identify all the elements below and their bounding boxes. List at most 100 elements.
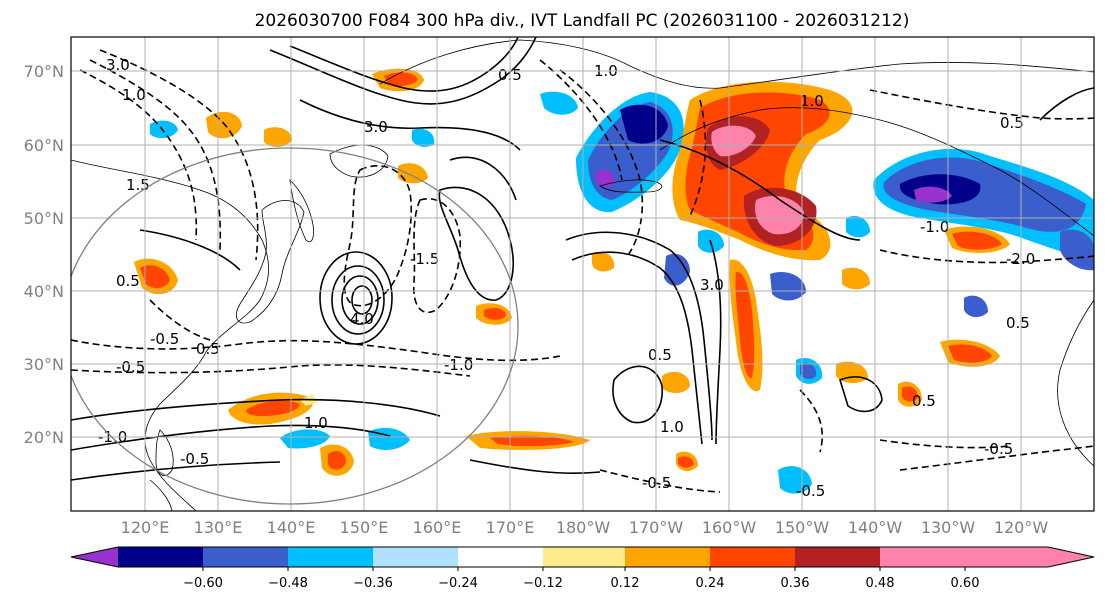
positive-contours xyxy=(71,37,1094,481)
contour-line xyxy=(799,389,823,453)
colorbar-segment xyxy=(373,547,458,567)
coastline xyxy=(379,39,1094,89)
lon-tick-label: 120°E xyxy=(121,518,170,537)
coastline xyxy=(236,200,305,324)
shaded-region xyxy=(800,362,817,380)
contour-label: 1.0 xyxy=(660,418,684,436)
shaded-field xyxy=(134,68,1094,494)
lat-tick-label: 60°N xyxy=(24,136,64,155)
shaded-region xyxy=(484,308,506,320)
contour-line xyxy=(1039,87,1094,121)
figure-title: 2026030700 F084 300 hPa div., IVT Landfa… xyxy=(255,11,910,31)
shaded-region xyxy=(206,111,242,139)
contour-line xyxy=(71,364,471,377)
coastline xyxy=(149,479,173,511)
contour-line xyxy=(351,285,373,315)
colorbar-segment xyxy=(118,547,203,567)
coastline xyxy=(155,429,174,476)
contour-label: -0.5 xyxy=(150,330,179,348)
contour-label: 3.0 xyxy=(106,56,130,74)
contour-label: 3.0 xyxy=(700,276,724,294)
shaded-region xyxy=(264,127,292,147)
shaded-region xyxy=(664,253,690,286)
contour-label: 0.5 xyxy=(648,346,672,364)
colorbar-tick-label: 0.48 xyxy=(866,576,895,591)
contour-label: 4.0 xyxy=(350,310,374,328)
contour-label: 1.0 xyxy=(122,86,146,104)
contour-label: -1.0 xyxy=(444,356,473,374)
colorbar-tick-label: 0.60 xyxy=(951,576,980,591)
lon-tick-label: 160°W xyxy=(702,518,757,537)
shaded-region xyxy=(592,251,615,272)
colorbar-extend-high xyxy=(965,547,1094,567)
contour-line xyxy=(449,156,517,201)
contour-line xyxy=(299,99,521,151)
contour-line xyxy=(879,249,1094,264)
shaded-region xyxy=(711,125,756,157)
shaded-region xyxy=(770,272,806,301)
coastline xyxy=(1057,299,1094,467)
shaded-region xyxy=(412,128,435,147)
shaded-region xyxy=(914,186,952,203)
shaded-region xyxy=(540,91,578,115)
contour-label: -0.5 xyxy=(642,474,671,492)
contour-line xyxy=(71,339,561,362)
latitude-labels: 70°N 60°N 50°N 40°N 30°N 20°N xyxy=(24,62,64,447)
lon-tick-label: 140°E xyxy=(267,518,316,537)
contour-label: 0.5 xyxy=(1000,114,1024,132)
contour-label: -1.5 xyxy=(410,250,439,268)
contour-line xyxy=(899,445,1094,471)
contour-line xyxy=(331,265,385,335)
coastlines xyxy=(71,39,1094,511)
colorbar-extend-low xyxy=(71,547,118,567)
shaded-region xyxy=(948,344,992,363)
colorbar-segment xyxy=(625,547,710,567)
contour-line xyxy=(71,398,441,421)
contour-line xyxy=(79,69,198,241)
lat-tick-label: 30°N xyxy=(24,355,64,374)
lon-tick-label: 170°E xyxy=(486,518,535,537)
shaded-region xyxy=(280,429,330,449)
coastline xyxy=(71,159,269,511)
lon-tick-label: 180°W xyxy=(556,518,611,537)
contour-line xyxy=(149,299,211,341)
contour-label: -0.5 xyxy=(116,358,145,376)
shaded-region xyxy=(140,265,170,289)
colorbar-tick-label: −0.48 xyxy=(268,576,308,591)
lon-tick-label: 150°E xyxy=(340,518,389,537)
colorbar-segment xyxy=(458,547,543,567)
colorbar-tick-label: 0.36 xyxy=(781,576,810,591)
contour-line xyxy=(469,459,601,475)
contour-line xyxy=(319,251,393,345)
lon-tick-label: 130°E xyxy=(194,518,243,537)
contour-line xyxy=(869,89,1094,120)
coastline xyxy=(599,179,663,193)
shaded-region xyxy=(490,435,574,447)
shaded-region xyxy=(398,163,428,184)
contour-line xyxy=(289,37,519,92)
lat-tick-label: 40°N xyxy=(24,282,64,301)
colorbar-tick-label: 0.12 xyxy=(611,576,640,591)
colorbar-segment xyxy=(710,547,795,567)
contour-label: 1.0 xyxy=(304,414,328,432)
lon-tick-label: 170°W xyxy=(629,518,684,537)
contour-line xyxy=(659,139,861,241)
contour-label: 0.5 xyxy=(1006,314,1030,332)
shaded-region xyxy=(246,400,300,416)
shaded-region xyxy=(952,231,1002,250)
lon-tick-label: 140°W xyxy=(848,518,903,537)
contour-line xyxy=(89,59,222,251)
contour-line xyxy=(71,461,281,481)
colorbar-segment xyxy=(203,547,288,567)
contour-label: 0.5 xyxy=(912,392,936,410)
contour-line xyxy=(839,376,883,413)
colorbar-tick-label: 0.24 xyxy=(696,576,725,591)
colorbar-segment xyxy=(795,547,880,567)
lon-tick-label: 130°W xyxy=(921,518,976,537)
shaded-region xyxy=(678,456,694,468)
shaded-region xyxy=(846,215,870,238)
contour-label: 0.5 xyxy=(116,272,140,290)
colorbar-segment xyxy=(543,547,625,567)
contour-label: -0.5 xyxy=(180,450,209,468)
shaded-region xyxy=(150,120,178,139)
